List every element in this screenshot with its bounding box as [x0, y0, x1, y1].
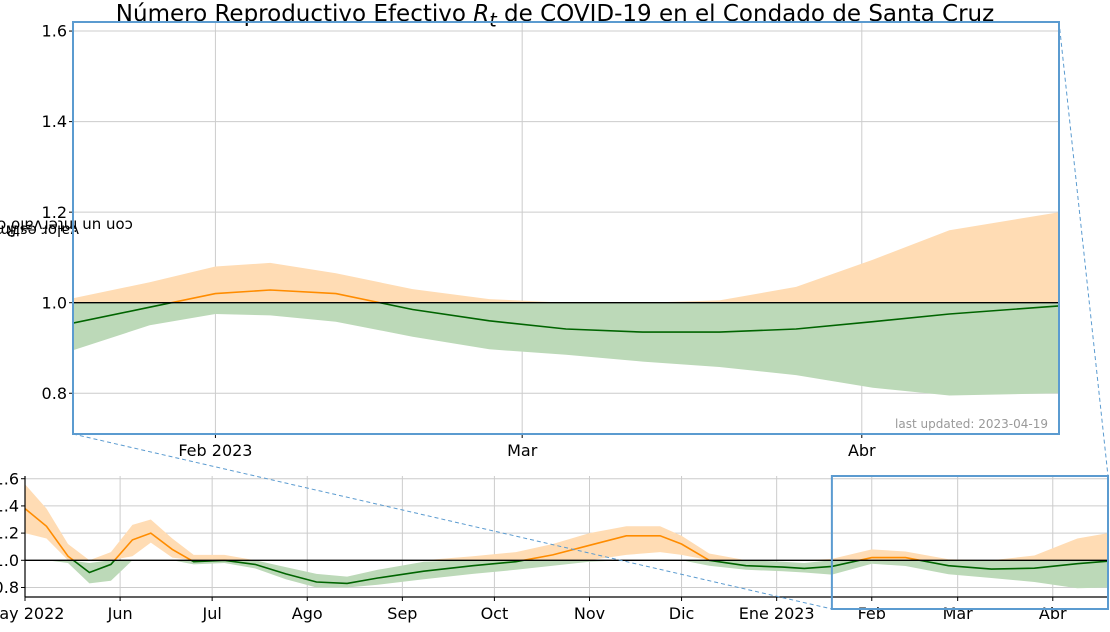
- plot-area: [73, 212, 1059, 396]
- x-tick-label: Ago: [292, 604, 323, 623]
- x-tick-label: Feb: [858, 604, 886, 623]
- interval-band-below: [25, 560, 1108, 589]
- median-line-above: [25, 507, 925, 561]
- median-line-below: [73, 302, 1059, 333]
- zoom-panel: Feb 2023 Mar Abr 0.8 1.0 1.2 1.4 1.6: [42, 21, 1060, 460]
- x-tick-label: Feb 2023: [178, 441, 252, 460]
- x-tick-label: Abr: [848, 441, 876, 460]
- y-tick-label: 1.0: [0, 551, 19, 570]
- y-tick-label: 1.0: [42, 293, 67, 312]
- connector-line-right: [1058, 21, 1109, 477]
- x-tick-label: Jul: [201, 604, 221, 623]
- connector-line-left: [72, 433, 832, 610]
- y-tick-label: 1.6: [0, 469, 19, 488]
- median-line-below: [72, 560, 1108, 585]
- x-tick-label: Sep: [387, 604, 417, 623]
- plot-area: [25, 484, 1108, 589]
- interval-band-above: [73, 212, 1059, 303]
- x-tick-label: Oct: [481, 604, 509, 623]
- y-tick-label: 1.2: [0, 524, 19, 543]
- y-tick-label: 1.2: [42, 203, 67, 222]
- interval-band-above: [25, 484, 1108, 561]
- x-tick-label: Jun: [107, 604, 133, 623]
- overview-panel: May 2022 Jun Jul Ago Sep Oct Nov Dic Ene 2023 Feb…: [0, 469, 1110, 623]
- median-line-above: [167, 289, 384, 303]
- y-tick-label: 1.4: [42, 112, 67, 131]
- y-tick-label: 1.6: [42, 22, 67, 41]
- x-tick-label: Nov: [574, 604, 605, 623]
- y-tick-label: 1.4: [0, 497, 19, 516]
- zoom-window-rect: [830, 475, 1110, 610]
- zoom-connector-lines: [72, 21, 1109, 610]
- y-tick-label: 0.8: [0, 578, 19, 597]
- last-updated-annotation: last updated: 2023-04-19: [895, 417, 1048, 431]
- zoom-panel-frame: [72, 21, 1060, 435]
- x-tick-label: Mar: [507, 441, 538, 460]
- x-tick-label: Abr: [1039, 604, 1067, 623]
- x-tick-label: Mar: [943, 604, 974, 623]
- x-tick-label: Dic: [669, 604, 695, 623]
- interval-band-below: [73, 302, 1059, 396]
- y-tick-label: 0.8: [42, 384, 67, 403]
- x-tick-label: Ene 2023: [739, 604, 815, 623]
- x-tick-label: May 2022: [0, 604, 64, 623]
